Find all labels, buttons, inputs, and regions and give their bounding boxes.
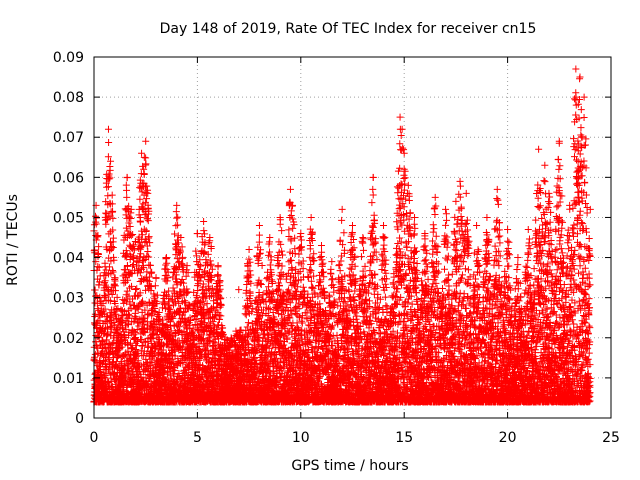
roti-point — [105, 138, 113, 146]
roti-point — [104, 183, 112, 191]
roti-point — [136, 195, 144, 203]
roti-point — [173, 214, 181, 222]
roti-point — [216, 315, 224, 323]
roti-point — [108, 290, 116, 298]
roti-point — [266, 248, 274, 256]
roti-point — [109, 207, 117, 215]
roti-point — [94, 231, 102, 239]
roti-point — [106, 297, 114, 305]
roti-point — [171, 230, 179, 238]
roti-point — [265, 283, 273, 291]
roti-point — [172, 222, 180, 230]
roti-point — [244, 319, 252, 327]
roti-point — [274, 261, 282, 269]
roti-point — [92, 258, 100, 266]
roti-point — [102, 220, 110, 228]
roti-point — [104, 285, 112, 293]
roti-point — [108, 242, 116, 250]
roti-point — [142, 154, 150, 162]
roti-point — [109, 266, 117, 274]
roti-point — [91, 286, 99, 294]
roti-point — [108, 200, 116, 208]
roti-point — [91, 353, 99, 361]
chart-title: Day 148 of 2019, Rate Of TEC Index for r… — [160, 21, 537, 37]
roti-point — [109, 268, 117, 276]
roti-point — [106, 174, 114, 182]
roti-point — [144, 248, 152, 256]
roti-point — [108, 191, 116, 199]
roti-point — [107, 313, 115, 321]
roti-point — [107, 257, 115, 265]
roti-point — [91, 249, 99, 257]
roti-point — [103, 183, 111, 191]
roti-point — [172, 208, 180, 216]
roti-point — [245, 255, 253, 263]
roti-point — [255, 238, 263, 246]
roti-point — [95, 243, 103, 251]
roti-point — [109, 214, 117, 222]
roti-point — [100, 373, 108, 381]
roti-point — [285, 226, 293, 234]
roti-point — [200, 227, 208, 235]
roti-point — [207, 260, 215, 268]
roti-point — [105, 263, 113, 271]
roti-point — [110, 256, 118, 264]
roti-point — [123, 193, 131, 201]
roti-point — [92, 218, 100, 226]
roti-point — [214, 272, 222, 280]
roti-point — [105, 175, 113, 183]
roti-point — [174, 213, 182, 221]
roti-point — [112, 287, 120, 295]
roti-point — [106, 166, 114, 174]
roti-point — [91, 384, 99, 392]
roti-point — [95, 263, 103, 271]
roti-point — [132, 285, 140, 293]
roti-point — [174, 221, 182, 229]
roti-point — [292, 335, 300, 343]
data-points — [90, 65, 594, 406]
roti-point — [104, 192, 112, 200]
roti-point — [109, 226, 117, 234]
roti-point — [289, 224, 297, 232]
roti-point — [203, 300, 211, 308]
roti-point — [102, 266, 110, 274]
roti-point — [194, 287, 202, 295]
roti-point — [101, 305, 109, 313]
roti-point — [109, 243, 117, 251]
roti-point — [278, 227, 286, 235]
roti-point — [162, 261, 170, 269]
roti-point — [106, 368, 114, 376]
roti-point — [105, 212, 113, 220]
roti-point — [104, 153, 112, 161]
roti-point — [146, 261, 154, 269]
roti-point — [102, 370, 110, 378]
roti-point — [123, 186, 131, 194]
roti-point — [109, 234, 117, 242]
roti-point — [151, 282, 159, 290]
roti-point — [106, 246, 114, 254]
roti-point — [91, 212, 99, 220]
roti-point — [94, 263, 102, 271]
roti-point — [255, 231, 263, 239]
roti-point — [95, 278, 103, 286]
